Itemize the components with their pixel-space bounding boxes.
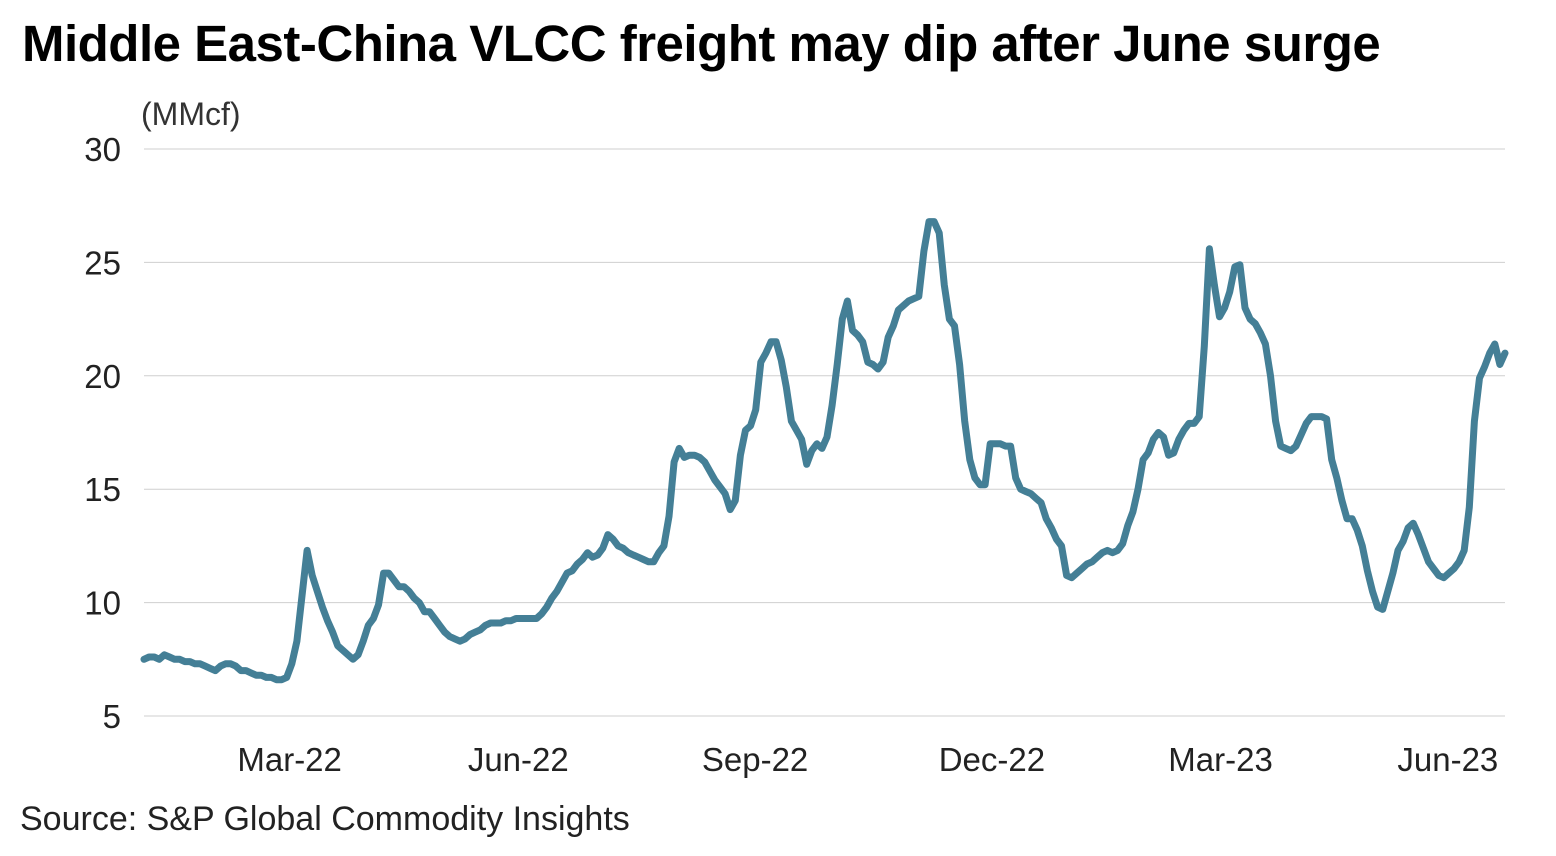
x-tick-label-dec-22: Dec-22	[939, 741, 1045, 778]
x-tick-label-sep-22: Sep-22	[702, 741, 808, 778]
x-tick-label-jun-22: Jun-22	[468, 741, 569, 778]
x-tick-label-jun-23: Jun-23	[1397, 741, 1498, 778]
series-line-vlcc-freight	[140, 218, 1509, 684]
y-tick-label-15: 15	[84, 471, 121, 508]
gridlines	[144, 148, 1505, 717]
y-tick-label-20: 20	[84, 358, 121, 395]
y-tick-label-25: 25	[84, 244, 121, 281]
source-note: Source: S&P Global Commodity Insights	[20, 800, 630, 838]
y-tick-label-5: 5	[103, 698, 121, 735]
x-tick-label-mar-22: Mar-22	[237, 741, 342, 778]
y-tick-label-30: 30	[84, 131, 121, 168]
y-tick-label-10: 10	[84, 585, 121, 622]
y-axis-ticks: 30 25 20 15 10 5	[84, 131, 121, 735]
chart-title: Middle East-China VLCC freight may dip a…	[22, 15, 1381, 72]
y-axis-unit-label: (MMcf)	[141, 96, 241, 132]
x-tick-label-mar-23: Mar-23	[1168, 741, 1273, 778]
x-axis-ticks: Mar-22 Jun-22 Sep-22 Dec-22 Mar-23 Jun-23	[237, 741, 1498, 778]
